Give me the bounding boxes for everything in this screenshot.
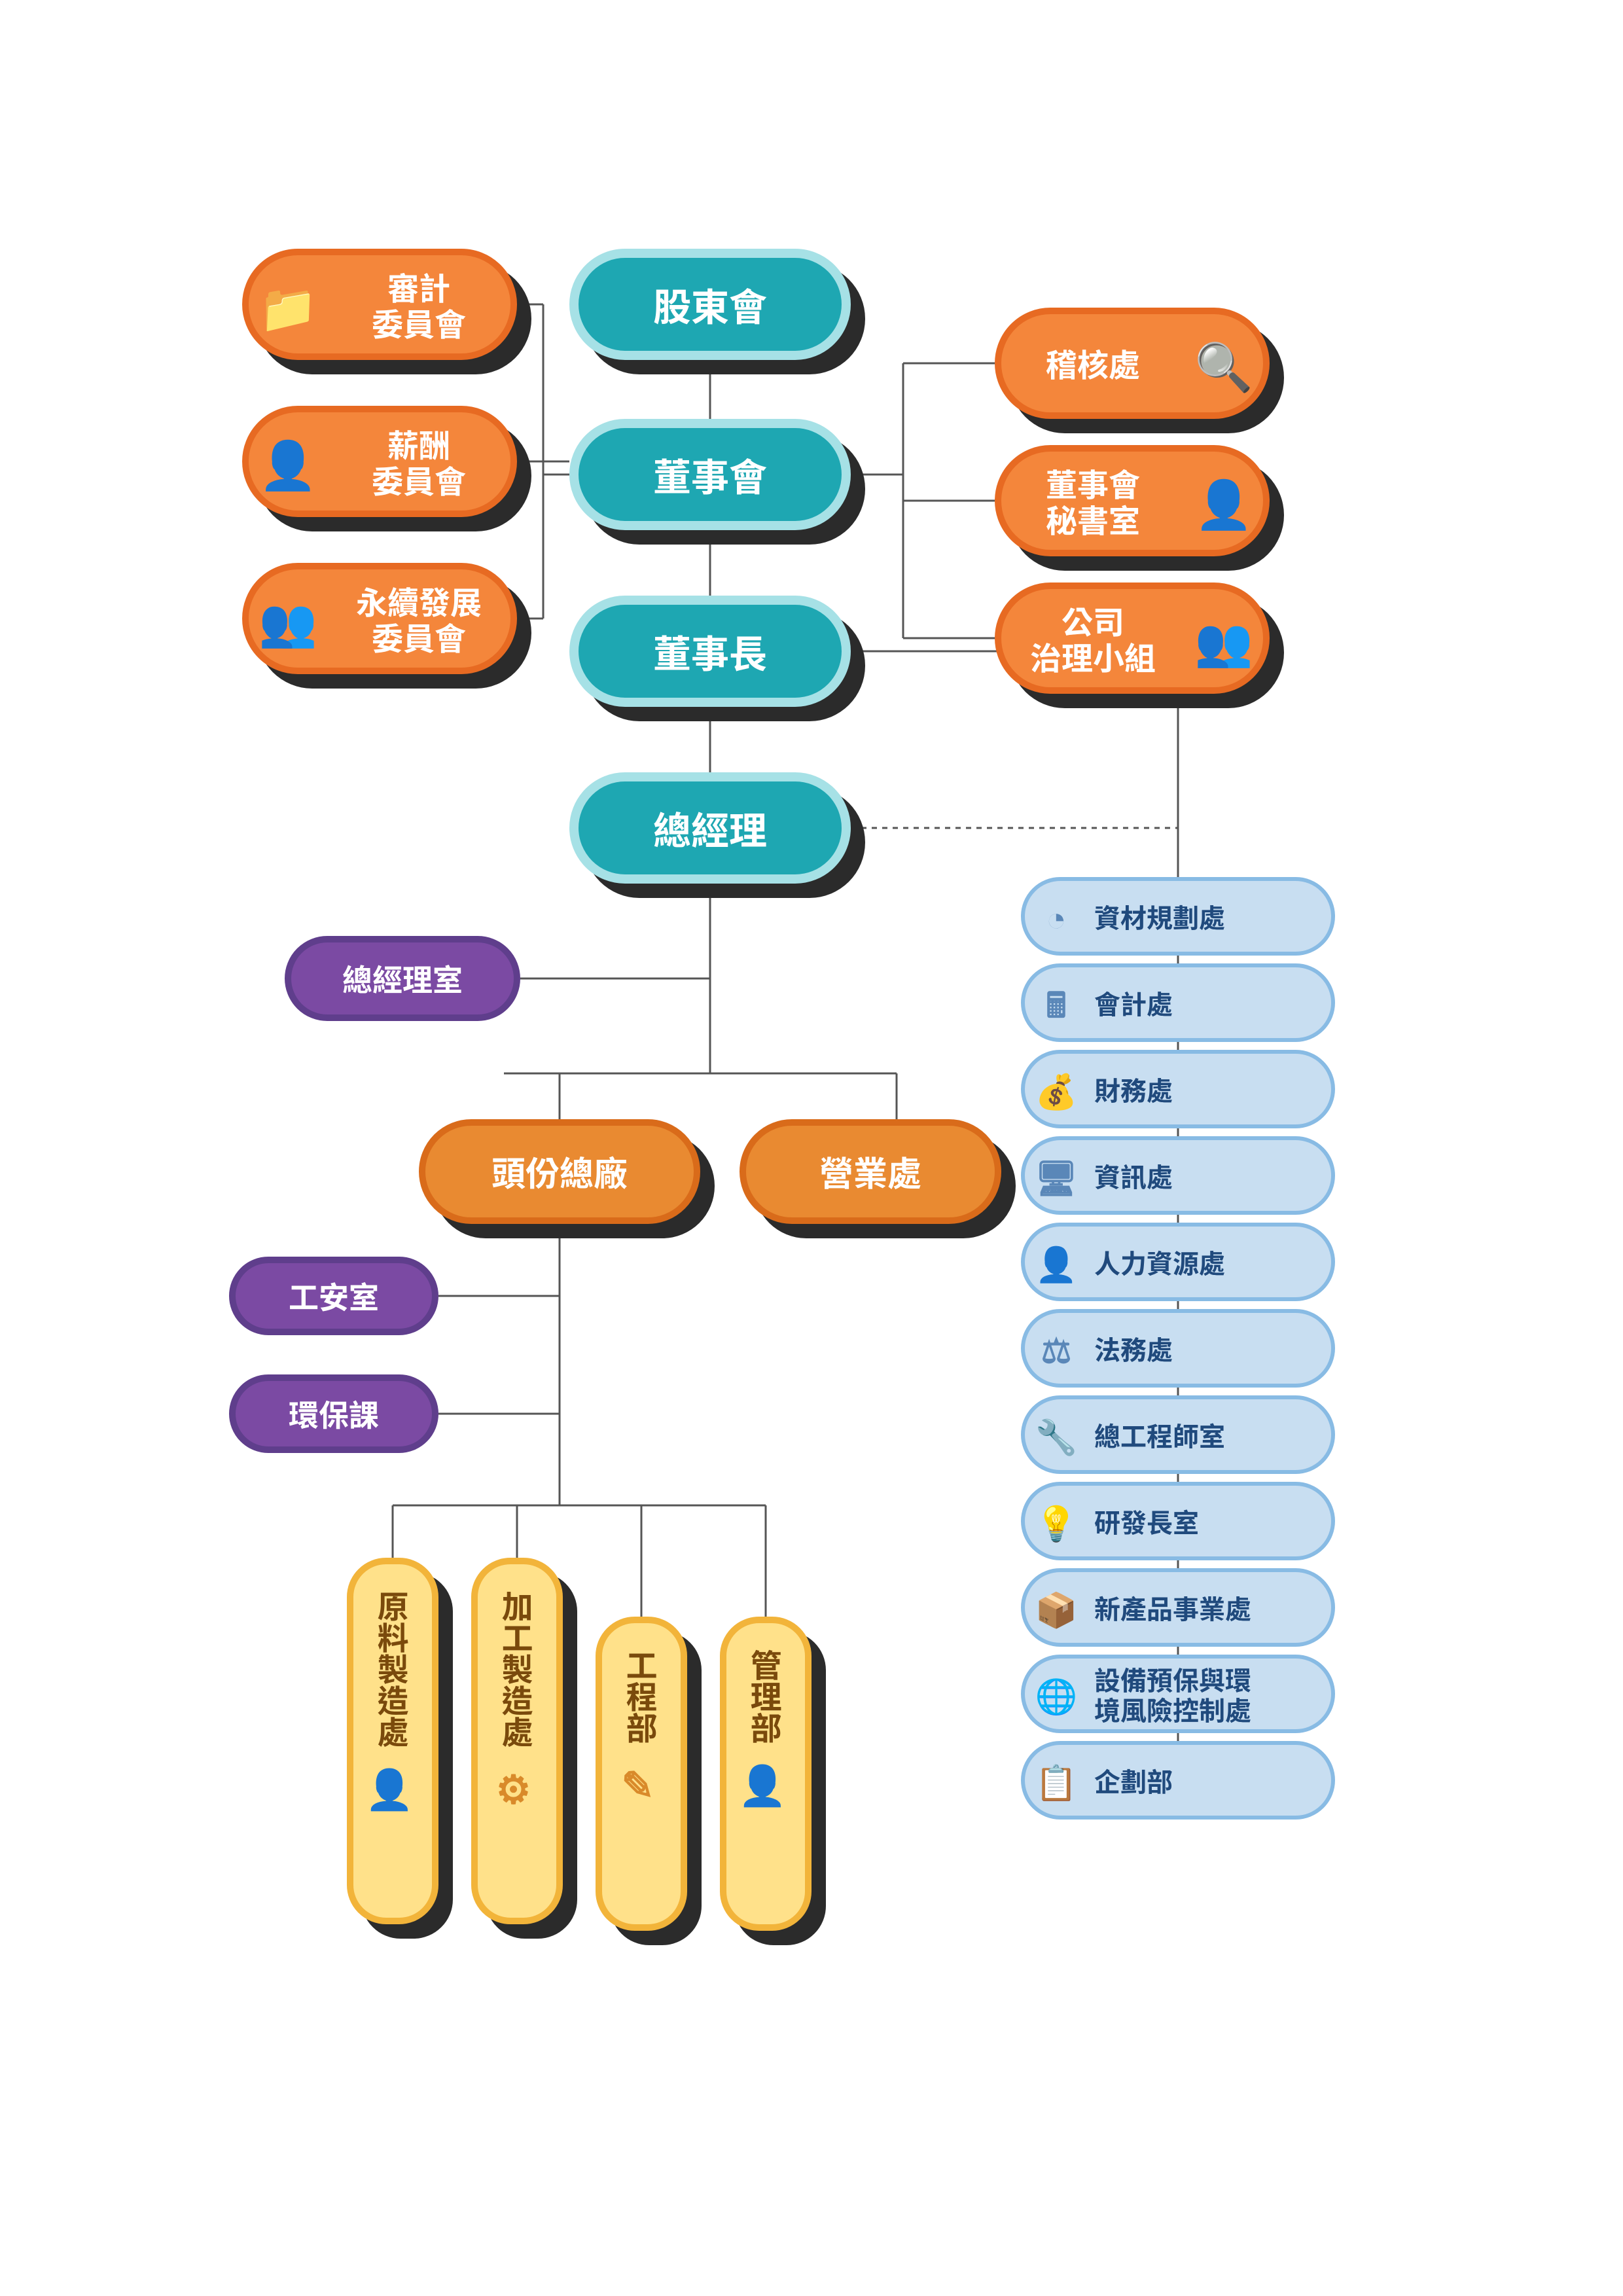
dept-2: 💰 財務處 [1021,1050,1335,1128]
node-proc_mfg: 加工製造處 ⚙ [471,1558,563,1924]
node-sales: 營業處 [740,1119,1001,1224]
node-board: 董事會 [569,419,851,530]
node-int_audit: 稽核處🔍 [995,308,1270,419]
dept-5-label: 法務處 [1094,1333,1331,1363]
dept-1-icon: 🖩 [1030,977,1082,1029]
dept-4-label: 人力資源處 [1094,1247,1331,1277]
node-eng: 工程部 ✎ [596,1617,687,1931]
dept-7: 💡 研發長室 [1021,1482,1335,1560]
dept-9-label: 設備預保與環 境風險控制處 [1094,1664,1331,1724]
dept-4-icon: 👤 [1030,1236,1082,1288]
node-proc_mfg-label: 加工製造處 [499,1590,535,1748]
node-gm_office: 總經理室 [285,936,520,1021]
node-corp_gov-label: 公司 治理小組 [1001,602,1185,674]
node-sust_comm-icon: 👥 [249,579,327,658]
node-comp_comm-icon: 👤 [249,422,327,501]
dept-9-icon: 🌐 [1030,1668,1082,1720]
dept-2-icon: 💰 [1030,1063,1082,1115]
node-corp_gov-icon: 👥 [1185,599,1263,677]
node-raw_mfg-icon: 👤 [370,1767,416,1815]
node-board_sec-label: 董事會 秘書室 [1001,465,1185,537]
node-safety: 工安室 [229,1257,438,1335]
node-board_sec-icon: 👤 [1185,461,1263,540]
node-audit_comm: 📁審計 委員會 [242,249,517,360]
dept-10: 📋 企劃部 [1021,1741,1335,1820]
dept-5: ⚖ 法務處 [1021,1309,1335,1388]
node-env: 環保課 [229,1374,438,1453]
dept-6-icon: 🔧 [1030,1408,1082,1461]
dept-8-icon: 📦 [1030,1581,1082,1634]
dept-6-label: 總工程師室 [1094,1420,1331,1450]
node-mgmt-label: 管理部 [747,1649,783,1744]
dept-2-label: 財務處 [1094,1074,1331,1104]
dept-1: 🖩 會計處 [1021,963,1335,1042]
dept-3: 🖥 資訊處 [1021,1136,1335,1215]
dept-8-label: 新產品事業處 [1094,1592,1331,1623]
dept-0: ◔ 資材規劃處 [1021,877,1335,956]
dept-6: 🔧 總工程師室 [1021,1395,1335,1474]
node-eng-icon: ✎ [619,1763,664,1809]
dept-4: 👤 人力資源處 [1021,1223,1335,1301]
node-audit_comm-icon: 📁 [249,265,327,344]
node-proc_mfg-icon: ⚙ [495,1767,540,1813]
dept-8: 📦 新產品事業處 [1021,1568,1335,1647]
dept-0-label: 資材規劃處 [1094,901,1331,931]
node-sust_comm-label: 永續發展 委員會 [327,583,510,655]
org-chart: 股東會董事會董事長總經理📁審計 委員會👤薪酬 委員會👥永續發展 委員會稽核處🔍董… [0,0,1623,2296]
dept-5-icon: ⚖ [1030,1322,1082,1374]
dept-3-label: 資訊處 [1094,1160,1331,1191]
dept-7-label: 研發長室 [1094,1506,1331,1536]
node-int_audit-icon: 🔍 [1185,324,1263,403]
dept-10-label: 企劃部 [1094,1765,1331,1795]
node-audit_comm-label: 審計 委員會 [327,268,510,340]
dept-9: 🌐設備預保與環 境風險控制處 [1021,1655,1335,1733]
node-raw_mfg-label: 原料製造處 [374,1590,410,1748]
node-corp_gov: 公司 治理小組👥 [995,583,1270,694]
node-comp_comm: 👤薪酬 委員會 [242,406,517,517]
dept-0-icon: ◔ [1030,890,1082,942]
node-eng-label: 工程部 [623,1649,659,1744]
dept-1-label: 會計處 [1094,988,1331,1018]
dept-7-icon: 💡 [1030,1495,1082,1547]
node-mgmt-icon: 👤 [743,1763,789,1811]
node-chairman: 董事長 [569,596,851,707]
node-toufen: 頭份總廠 [419,1119,700,1224]
node-comp_comm-label: 薪酬 委員會 [327,425,510,497]
dept-10-icon: 📋 [1030,1754,1082,1806]
dept-3-icon: 🖥 [1030,1149,1082,1202]
node-sust_comm: 👥永續發展 委員會 [242,563,517,674]
node-int_audit-label: 稽核處 [1001,345,1185,381]
node-shareholders: 股東會 [569,249,851,360]
node-board_sec: 董事會 秘書室👤 [995,445,1270,556]
node-gm: 總經理 [569,772,851,884]
node-mgmt: 管理部 👤 [720,1617,812,1931]
node-raw_mfg: 原料製造處 👤 [347,1558,438,1924]
